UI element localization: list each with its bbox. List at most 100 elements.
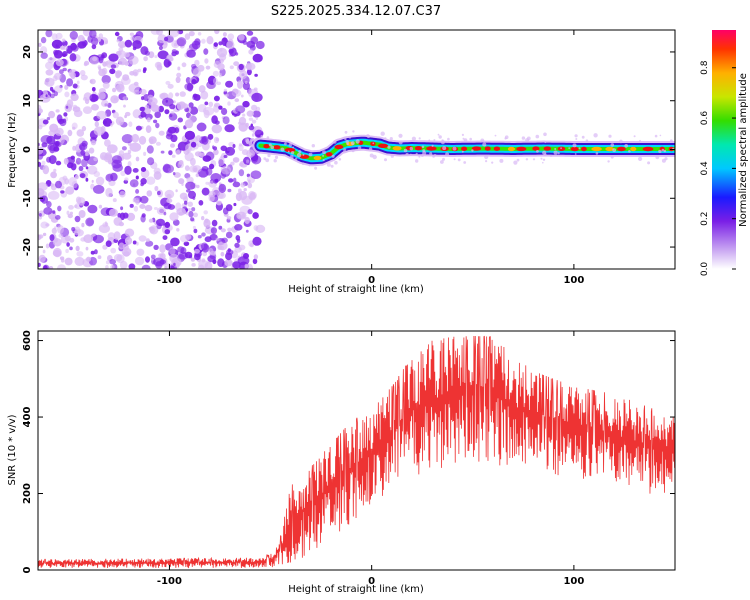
- noise-blob: [63, 112, 68, 117]
- noise-blob: [213, 179, 218, 184]
- noise-blob: [64, 257, 73, 266]
- noise-blob: [164, 229, 171, 235]
- noise-blob: [147, 97, 158, 106]
- noise-blob: [89, 30, 97, 39]
- noise-blob: [122, 74, 130, 81]
- noise-blob: [53, 91, 58, 97]
- noise-blob: [57, 264, 66, 269]
- noise-blob: [251, 104, 258, 111]
- noise-blob: [225, 204, 233, 212]
- noise-blob: [198, 152, 205, 158]
- noise-blob: [176, 228, 180, 232]
- noise-blob: [250, 123, 253, 127]
- noise-blob: [40, 36, 47, 44]
- noise-blob: [129, 32, 134, 36]
- noise-blob: [217, 258, 225, 267]
- noise-blob: [226, 40, 235, 50]
- noise-blob: [81, 158, 88, 168]
- noise-blob: [73, 226, 81, 236]
- noise-blob: [218, 73, 223, 78]
- noise-blob: [66, 210, 70, 215]
- noise-blob: [48, 130, 56, 136]
- noise-blob: [219, 245, 224, 250]
- noise-blob: [238, 34, 245, 41]
- noise-blob: [110, 64, 117, 69]
- ridge-peak: [377, 143, 389, 148]
- ridge-speckle: [298, 150, 302, 154]
- ridge-peak: [313, 155, 322, 161]
- noise-blob: [120, 170, 126, 177]
- noise-blob: [88, 147, 95, 154]
- noise-blob: [155, 141, 161, 146]
- noise-blob: [105, 173, 114, 182]
- noise-blob: [211, 219, 218, 227]
- noise-blob: [82, 97, 88, 101]
- noise-blob: [204, 261, 213, 269]
- noise-blob: [101, 67, 108, 75]
- noise-blob: [171, 51, 177, 57]
- noise-blob: [141, 96, 145, 101]
- noise-blob: [38, 213, 42, 217]
- noise-blob: [204, 58, 209, 64]
- noise-blob: [194, 38, 201, 46]
- noise-blob: [191, 207, 196, 212]
- noise-blob: [195, 135, 202, 142]
- ridge-speckle: [661, 148, 665, 152]
- noise-blob: [59, 256, 65, 261]
- noise-blob: [49, 93, 55, 99]
- noise-blob: [173, 172, 181, 178]
- noise-blob: [166, 55, 172, 60]
- noise-blob: [177, 117, 183, 123]
- noise-blob: [41, 160, 46, 166]
- noise-blob: [179, 234, 190, 243]
- noise-blob: [65, 105, 69, 109]
- noise-blob: [80, 150, 86, 156]
- noise-blob: [90, 140, 97, 146]
- noise-blob: [240, 94, 244, 98]
- ridge-speckle: [593, 133, 598, 138]
- noise-blob: [220, 165, 232, 175]
- ridge-speckle: [542, 158, 546, 161]
- ridge-speckle: [581, 135, 585, 139]
- noise-blob: [177, 66, 181, 71]
- ridge-peak: [642, 146, 654, 152]
- noise-blob: [214, 120, 220, 125]
- noise-blob: [155, 122, 160, 129]
- noise-blob: [134, 256, 145, 266]
- noise-blob: [133, 205, 139, 212]
- noise-blob: [251, 92, 263, 102]
- noise-blob: [225, 231, 233, 239]
- noise-blob: [70, 155, 76, 160]
- noise-blob: [234, 224, 243, 231]
- noise-blob: [175, 189, 178, 193]
- ridge-speckle: [513, 160, 518, 165]
- noise-blob: [221, 237, 228, 243]
- ridge-speckle: [536, 150, 539, 153]
- noise-blob: [53, 168, 57, 173]
- noise-blob: [226, 216, 232, 220]
- noise-blob: [70, 163, 77, 171]
- ridge-speckle: [463, 138, 468, 142]
- figure-title: S225.2025.334.12.07.C37: [271, 4, 441, 19]
- noise-blob: [98, 204, 103, 209]
- noise-blob: [239, 162, 244, 167]
- ridge-speckle: [398, 133, 403, 138]
- noise-blob: [238, 143, 243, 147]
- ridge-speckle: [384, 137, 387, 140]
- noise-blob: [238, 169, 245, 177]
- noise-blob: [124, 111, 131, 117]
- ridge-speckle: [453, 158, 456, 161]
- noise-blob: [108, 53, 119, 62]
- noise-blob: [142, 68, 146, 74]
- noise-blob: [165, 80, 171, 85]
- noise-blob: [198, 264, 205, 269]
- ridge-speckle: [415, 159, 419, 163]
- ridge-speckle: [273, 159, 277, 163]
- noise-blob: [251, 119, 257, 124]
- noise-blob: [245, 229, 249, 233]
- noise-blob: [138, 114, 144, 119]
- noise-blob: [105, 260, 110, 265]
- y-tick-label: -10: [22, 189, 33, 207]
- ridge-peak: [263, 144, 270, 149]
- noise-blob: [145, 240, 154, 247]
